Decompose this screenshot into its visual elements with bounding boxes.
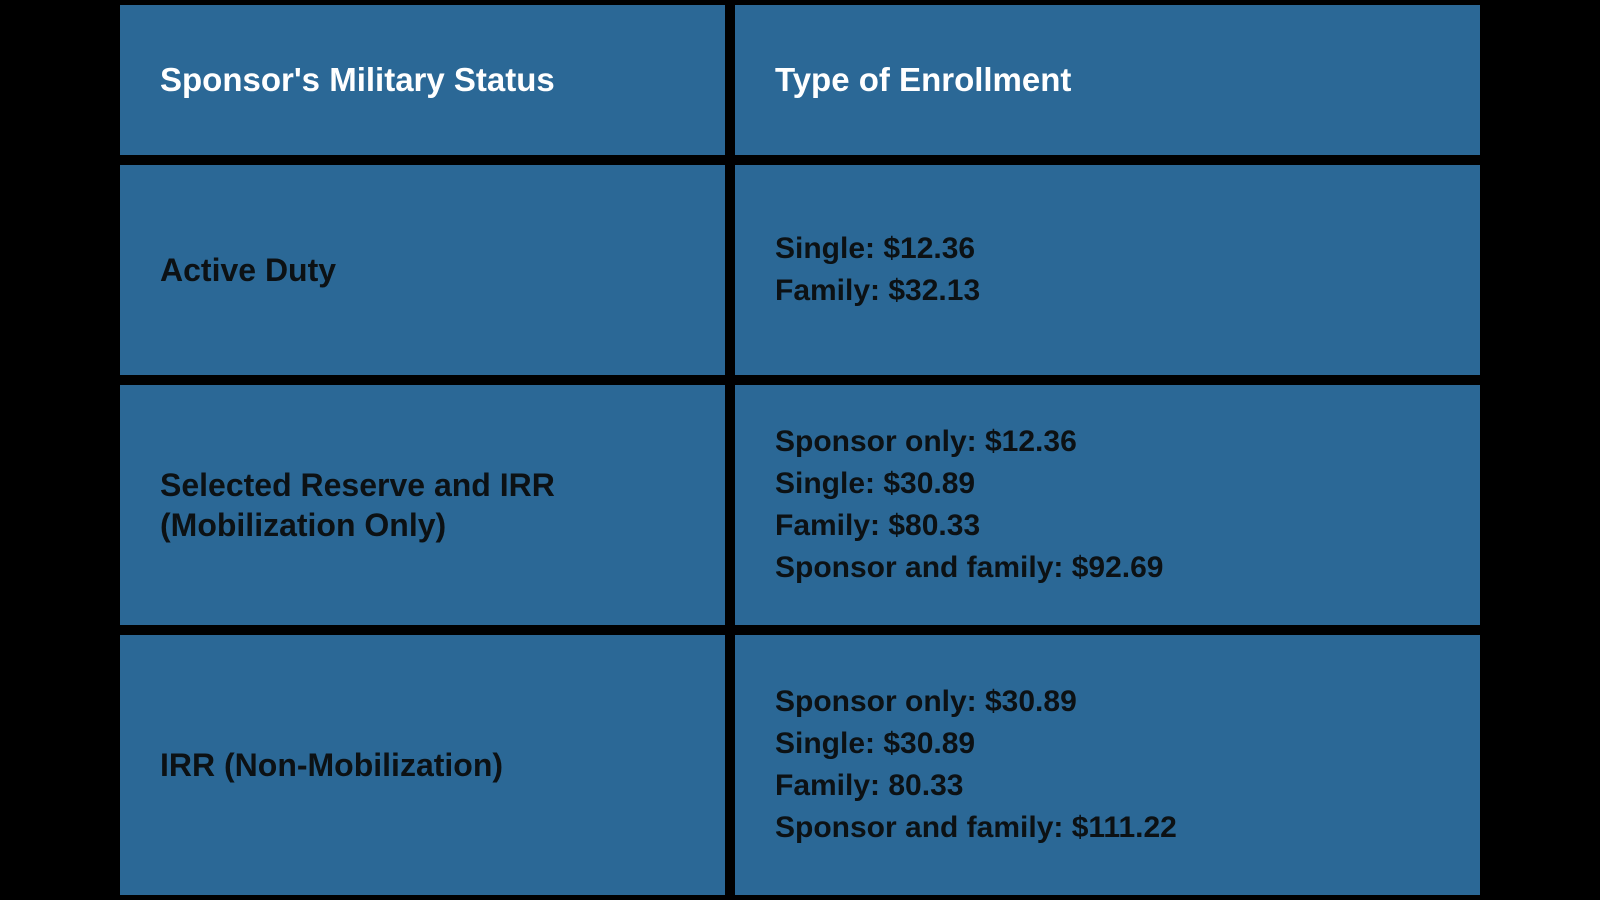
status-label: Selected Reserve and IRR (Mobilization O… <box>160 465 685 545</box>
enrollment-line: Sponsor and family: $111.22 <box>775 807 1440 849</box>
enrollment-line: Family: 80.33 <box>775 765 1440 807</box>
enrollment-line: Sponsor only: $30.89 <box>775 681 1440 723</box>
enrollment-cell: Sponsor only: $12.36 Single: $30.89 Fami… <box>730 380 1485 630</box>
table-row: Selected Reserve and IRR (Mobilization O… <box>115 380 1485 630</box>
status-label: IRR (Non-Mobilization) <box>160 745 685 785</box>
header-cell-status: Sponsor's Military Status <box>115 0 730 160</box>
enrollment-line: Single: $12.36 <box>775 228 1440 270</box>
enrollment-table: Sponsor's Military Status Type of Enroll… <box>115 0 1485 900</box>
status-label: Active Duty <box>160 250 685 290</box>
status-cell: IRR (Non-Mobilization) <box>115 630 730 900</box>
header-label-status: Sponsor's Military Status <box>160 60 685 100</box>
table-row: IRR (Non-Mobilization) Sponsor only: $30… <box>115 630 1485 900</box>
table-header-row: Sponsor's Military Status Type of Enroll… <box>115 0 1485 160</box>
status-cell: Active Duty <box>115 160 730 380</box>
header-label-enrollment: Type of Enrollment <box>775 60 1440 100</box>
table-row: Active Duty Single: $12.36 Family: $32.1… <box>115 160 1485 380</box>
enrollment-line: Family: $80.33 <box>775 505 1440 547</box>
enrollment-line: Sponsor only: $12.36 <box>775 421 1440 463</box>
header-cell-enrollment: Type of Enrollment <box>730 0 1485 160</box>
enrollment-cell: Single: $12.36 Family: $32.13 <box>730 160 1485 380</box>
enrollment-line: Single: $30.89 <box>775 463 1440 505</box>
status-cell: Selected Reserve and IRR (Mobilization O… <box>115 380 730 630</box>
enrollment-line: Sponsor and family: $92.69 <box>775 547 1440 589</box>
enrollment-cell: Sponsor only: $30.89 Single: $30.89 Fami… <box>730 630 1485 900</box>
enrollment-line: Family: $32.13 <box>775 270 1440 312</box>
enrollment-line: Single: $30.89 <box>775 723 1440 765</box>
